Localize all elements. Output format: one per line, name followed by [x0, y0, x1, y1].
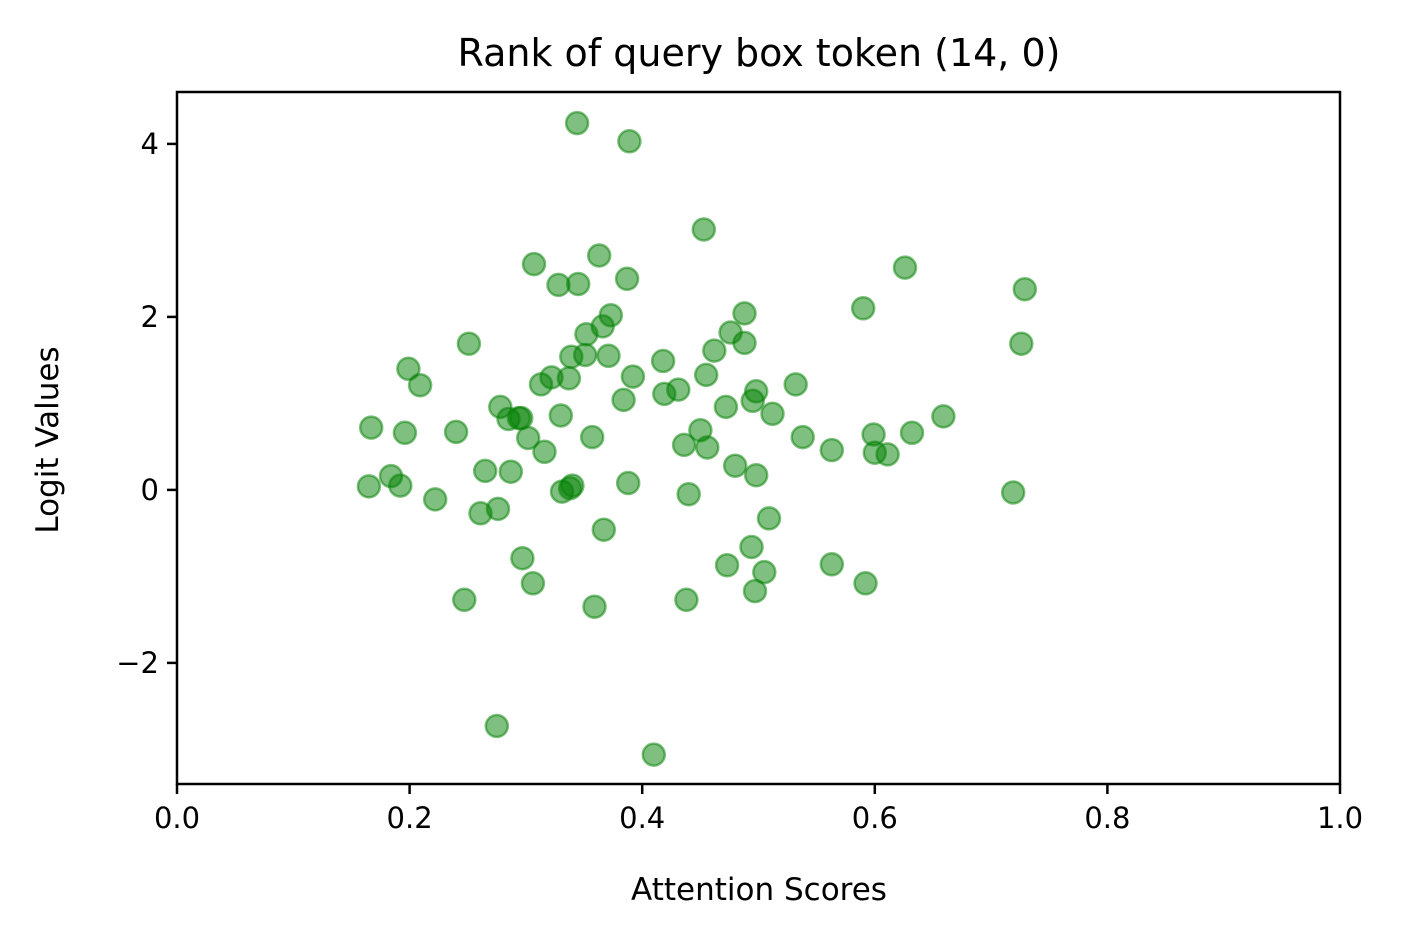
data-point [693, 362, 719, 388]
data-point [598, 302, 624, 328]
data-point [422, 487, 448, 512]
axis-ticks: 0.0 0.2 0.4 0.6 0.8 1.0 −2 0 2 4 [116, 127, 1363, 835]
data-point [695, 435, 720, 460]
data-point [396, 356, 421, 382]
x-tick-label: 1.0 [1317, 801, 1363, 835]
data-point [892, 255, 918, 280]
data-point [714, 552, 740, 578]
y-tick-label: 4 [141, 127, 159, 161]
data-point [596, 343, 621, 369]
data-point [783, 372, 808, 397]
data-point [452, 587, 477, 613]
data-point [579, 424, 605, 450]
data-point [739, 534, 764, 560]
data-point [650, 348, 676, 374]
data-point [743, 379, 769, 404]
data-point [510, 545, 535, 571]
data-point [875, 442, 900, 467]
y-tick-label: 0 [141, 473, 159, 507]
data-point [586, 243, 612, 268]
data-point [641, 742, 667, 767]
data-point [732, 330, 757, 356]
data-point [1009, 331, 1034, 356]
x-tick-label: 0.2 [387, 801, 433, 835]
data-point [899, 420, 925, 446]
data-point [456, 331, 482, 356]
x-tick-label: 0.8 [1084, 801, 1130, 835]
data-point [614, 266, 640, 292]
data-point [532, 439, 557, 465]
data-point [472, 458, 498, 484]
data-point [611, 387, 636, 413]
data-point [358, 415, 384, 440]
data-point [722, 453, 748, 478]
data-point [356, 474, 382, 499]
data-point [674, 587, 699, 613]
data-point [582, 594, 607, 619]
chart-title: Rank of query box token (14, 0) [458, 31, 1061, 75]
data-point [819, 552, 845, 577]
data-point [931, 404, 956, 429]
data-point [565, 271, 591, 297]
data-point [732, 301, 757, 326]
data-point [564, 110, 590, 136]
data-point [556, 366, 582, 391]
data-point [615, 470, 641, 496]
data-point [515, 425, 541, 451]
data-point [702, 338, 727, 363]
data-point [484, 713, 510, 739]
x-tick-label: 0.4 [619, 801, 665, 835]
y-axis-label: Logit Values [30, 346, 66, 533]
data-point [756, 506, 782, 531]
data-point [853, 571, 878, 596]
data-point [392, 420, 418, 446]
x-axis-label: Attention Scores [631, 872, 887, 908]
data-point [666, 377, 691, 402]
data-point [388, 473, 413, 498]
data-point [790, 424, 815, 450]
data-point [520, 571, 546, 596]
data-point [850, 296, 876, 321]
data-point [407, 372, 433, 398]
data-point [617, 129, 642, 154]
data-point [572, 342, 598, 368]
data-point [548, 403, 574, 428]
data-point [521, 251, 547, 277]
data-point [671, 432, 697, 458]
data-point [1012, 276, 1038, 302]
data-point [560, 473, 585, 498]
data-point [760, 401, 785, 427]
y-tick-label: −2 [116, 646, 159, 680]
data-point [676, 481, 701, 507]
data-point [620, 364, 646, 389]
y-tick-label: 2 [141, 300, 159, 334]
data-point [591, 517, 617, 542]
x-tick-label: 0.0 [154, 801, 200, 835]
plot-frame [175, 90, 1342, 786]
data-point [742, 578, 768, 604]
data-point [713, 394, 739, 420]
data-point [691, 217, 717, 242]
data-point [752, 559, 777, 585]
data-point [485, 496, 511, 522]
data-point [1000, 480, 1026, 505]
data-point [819, 437, 845, 463]
data-points [356, 110, 1038, 767]
data-point [743, 462, 769, 488]
data-point [498, 459, 524, 484]
data-point [443, 419, 469, 445]
x-tick-label: 0.6 [852, 801, 898, 835]
